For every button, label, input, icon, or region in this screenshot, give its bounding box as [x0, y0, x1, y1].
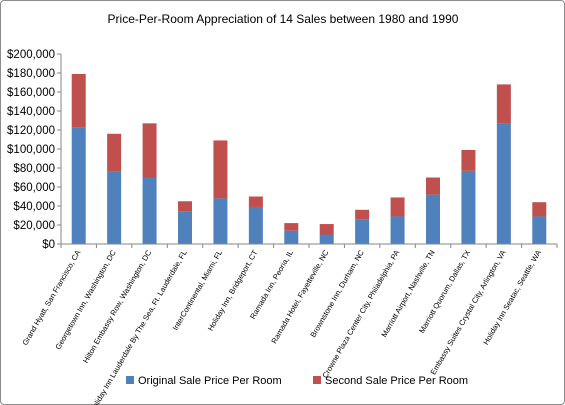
chart-title: Price-Per-Room Appreciation of 14 Sales … [108, 12, 459, 26]
bar-second-sale [319, 224, 334, 235]
y-axis: $0 $20,000 $40,000 $60,000 $80,000 $100,000 $1… [7, 49, 62, 251]
bar-second-sale [178, 201, 192, 212]
y-tick-label: $160,000 [7, 87, 55, 99]
bar-second-sale [355, 209, 370, 220]
bar-second-sale [107, 133, 122, 172]
y-tick-label: $0 [42, 239, 55, 251]
legend-label: Original Sale Price Per Room [138, 375, 282, 387]
bar-second-sale [461, 149, 476, 171]
bar-second-sale [284, 223, 299, 231]
y-tick-label: $60,000 [13, 182, 55, 194]
x-tick-label: Crowne Plaza Center City, Philadelphia, … [320, 248, 401, 380]
bar-second-sale [496, 84, 511, 124]
bar-second-sale [390, 197, 405, 217]
bar-original-sale [107, 171, 122, 244]
legend-swatch [313, 376, 321, 384]
y-tick-label: $200,000 [7, 49, 55, 61]
bar-second-sale [532, 202, 547, 217]
bar-second-sale [71, 73, 86, 128]
y-tick-label: $80,000 [13, 163, 55, 175]
legend: Original Sale Price Per Room Second Sale … [126, 375, 468, 387]
x-tick-label: Hilton Embassy Row, Washington, DC [81, 248, 153, 365]
bar-second-sale [142, 123, 157, 178]
y-tick-label: $40,000 [13, 201, 55, 213]
x-tick-label: Embassy Suites Crystal City, Arlington, … [429, 248, 508, 377]
bar-original-sale [426, 194, 440, 244]
x-tick-label: Grand Hyatt, San Francisco, CA [20, 248, 82, 347]
y-tick-label: $180,000 [7, 68, 55, 80]
bar-original-sale [178, 211, 192, 244]
bar-original-sale [213, 198, 228, 244]
bar-second-sale [426, 177, 440, 195]
bar-original-sale [390, 216, 405, 244]
bar-original-sale [284, 230, 299, 244]
bar-second-sale [248, 196, 263, 207]
bar-original-sale [71, 127, 86, 244]
y-tick-label: $120,000 [7, 125, 55, 137]
y-tick-label: $100,000 [7, 144, 55, 156]
x-tick-label: Georgetown Inn, Washington, DC [53, 248, 118, 351]
y-tick-label: $20,000 [13, 220, 55, 232]
bar-original-sale [319, 234, 334, 244]
bar-second-sale [213, 140, 228, 199]
legend-label: Second Sale Price Per Room [325, 375, 468, 387]
bar-original-sale [142, 177, 157, 244]
legend-swatch [126, 376, 134, 384]
bars [71, 73, 547, 244]
bar-original-sale [355, 219, 370, 244]
bar-original-sale [532, 216, 547, 244]
bar-original-sale [248, 206, 263, 244]
x-axis: Grand Hyatt, San Francisco, CAGeorgetown… [20, 243, 558, 405]
bar-original-sale [496, 123, 511, 244]
bar-original-sale [461, 170, 476, 244]
y-tick-label: $140,000 [7, 106, 55, 118]
